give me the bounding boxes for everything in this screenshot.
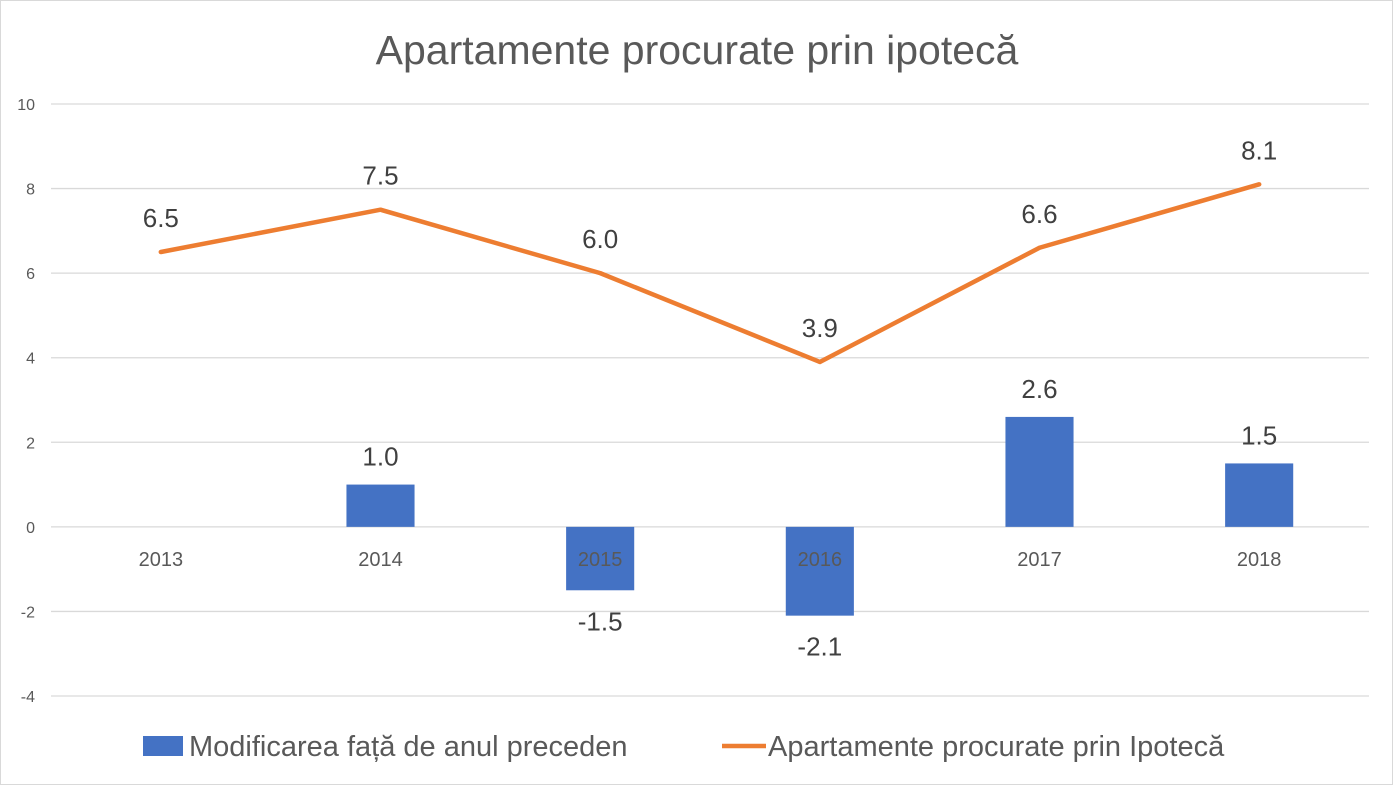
- bar-series: [346, 416, 1294, 616]
- x-tick-label: 2013: [139, 549, 184, 571]
- line-data-label: 7.5: [362, 161, 398, 191]
- bar: [346, 484, 415, 527]
- line-point: [378, 207, 383, 212]
- y-axis-ticks: -4 -2 0 2 4 6 8 10: [17, 97, 35, 706]
- bar-data-label: -2.1: [797, 632, 842, 662]
- legend-bar-swatch: [143, 736, 183, 756]
- line-point: [1037, 245, 1042, 250]
- x-tick-label: 2016: [798, 549, 843, 571]
- line-data-label: 6.5: [143, 203, 179, 233]
- y-tick-label: 4: [26, 351, 35, 368]
- line-point: [817, 359, 822, 364]
- bar-data-label: 2.6: [1021, 374, 1057, 404]
- bar: [566, 526, 635, 591]
- x-tick-label: 2015: [578, 549, 623, 571]
- bar: [785, 526, 854, 616]
- legend: Modificarea față de anul preceden Apartam…: [143, 731, 1225, 763]
- x-tick-label: 2017: [1017, 549, 1062, 571]
- bar: [1005, 416, 1074, 527]
- y-tick-label: 0: [26, 520, 35, 537]
- x-tick-label: 2018: [1237, 549, 1282, 571]
- line-data-label: 6.0: [582, 224, 618, 254]
- y-tick-label: -2: [21, 604, 35, 621]
- line-series: [158, 182, 1262, 365]
- data-labels: 1.0 -1.5 -2.1 2.6 1.5 6.5 7.5 6.0 3.9 6.6 8.1: [143, 135, 1277, 661]
- line-point: [1257, 182, 1262, 187]
- y-tick-label: 10: [17, 97, 35, 114]
- legend-bar-label: Modificarea față de anul preceden: [189, 731, 628, 763]
- legend-line-label: Apartamente procurate prin Ipotecă: [768, 731, 1225, 763]
- line-data-label: 3.9: [802, 313, 838, 343]
- chart-title: Apartamente procurate prin ipotecă: [376, 27, 1019, 73]
- x-axis-ticks: 2013 2014 2015 2016 2017 2018: [139, 549, 1282, 571]
- bar: [1225, 463, 1294, 527]
- series-line: [158, 182, 1262, 365]
- gridlines: [51, 103, 1369, 697]
- line-data-label: 8.1: [1241, 135, 1277, 165]
- line-point: [598, 271, 603, 276]
- y-tick-label: -4: [21, 689, 35, 706]
- y-tick-label: 6: [26, 266, 35, 283]
- x-tick-label: 2014: [358, 549, 403, 571]
- y-tick-label: 2: [26, 435, 35, 452]
- bar-data-label: -1.5: [578, 606, 623, 636]
- line-point: [158, 250, 163, 254]
- bar-data-label: 1.5: [1241, 420, 1277, 450]
- line-data-label: 6.6: [1021, 199, 1057, 229]
- bar-data-label: 1.0: [362, 442, 398, 472]
- y-tick-label: 8: [26, 182, 35, 199]
